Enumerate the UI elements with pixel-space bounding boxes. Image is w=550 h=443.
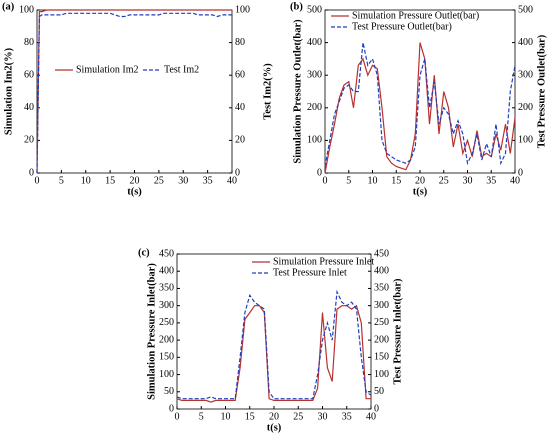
x-tick-label: 40 [510, 175, 520, 186]
x-tick-label: 0 [175, 411, 180, 422]
x-tick-label: 35 [203, 175, 213, 186]
y-tick-label: 80 [24, 37, 34, 48]
y-tick-label: 500 [307, 4, 322, 15]
y2-tick-label: 40 [235, 102, 245, 113]
y2-tick-label: 500 [518, 4, 533, 15]
y-tick-label: 350 [159, 283, 174, 294]
y-tick-label: 400 [307, 37, 322, 48]
y-tick-label: 450 [159, 248, 174, 259]
x-tick-label: 25 [439, 175, 449, 186]
x-tick-label: 35 [342, 411, 352, 422]
x-tick-label: 30 [463, 175, 473, 186]
y2-tick-label: 200 [374, 334, 389, 345]
y-tick-label: 20 [24, 135, 34, 146]
y-tick-label: 400 [159, 266, 174, 277]
y2-tick-label: 400 [518, 37, 533, 48]
y2-axis-label: Test Pressure Outlet(bar) [536, 34, 547, 148]
series-line [176, 289, 372, 400]
y2-tick-label: 20 [235, 135, 245, 146]
x-tick-label: 15 [391, 175, 401, 186]
y-tick-label: 300 [159, 300, 174, 311]
plot-frame [36, 9, 233, 174]
legend-label: Test Pressure Outlet(bar) [352, 21, 452, 32]
legend-label: Simulation Pressure Inlet [273, 256, 374, 267]
y-axis-label: Simulation Pressure Outlet(bar) [292, 19, 303, 164]
x-tick-label: 10 [368, 175, 378, 186]
x-tick-label: 0 [35, 175, 40, 186]
y2-tick-label: 0 [235, 167, 240, 178]
legend-label: Test Im2 [164, 64, 199, 75]
y2-tick-label: 100 [235, 4, 250, 15]
y2-axis-label: Test Im2(%) [262, 63, 273, 120]
y2-tick-label: 450 [374, 248, 389, 259]
x-tick-label: 5 [346, 175, 351, 186]
legend-label: Test Pressure Inlet [273, 267, 347, 278]
x-tick-label: 20 [130, 175, 140, 186]
y-tick-label: 40 [24, 102, 34, 113]
x-tick-label: 35 [486, 175, 496, 186]
y-tick-label: 300 [307, 69, 322, 80]
y-tick-label: 60 [24, 69, 34, 80]
y-tick-label: 0 [29, 167, 34, 178]
y-tick-label: 100 [159, 369, 174, 380]
x-tick-label: 30 [318, 411, 328, 422]
legend-label: Simulation Im2 [76, 64, 139, 75]
y2-tick-label: 200 [518, 102, 533, 113]
y2-tick-label: 300 [518, 69, 533, 80]
y-tick-label: 200 [159, 334, 174, 345]
panel-label: (b) [290, 1, 303, 12]
x-tick-label: 25 [293, 411, 303, 422]
y-tick-label: 0 [317, 167, 322, 178]
x-tick-label: 20 [415, 175, 425, 186]
y-tick-label: 100 [307, 135, 322, 146]
y2-tick-label: 80 [235, 37, 245, 48]
series-line [176, 304, 371, 403]
x-tick-label: 0 [323, 175, 328, 186]
y2-tick-label: 400 [374, 266, 389, 277]
series-line [36, 9, 232, 174]
y-axis-label: Simulation Pressure Inlet(bar) [146, 263, 157, 400]
series-line [36, 12, 232, 174]
y2-tick-label: 100 [374, 369, 389, 380]
x-tick-label: 10 [81, 175, 91, 186]
y2-axis-label: Test Pressure Inlet(bar) [392, 278, 403, 384]
panel-label: (c) [138, 247, 150, 258]
x-axis-label: t(s) [267, 422, 282, 433]
y2-tick-label: 0 [518, 167, 523, 178]
y-tick-label: 0 [169, 403, 174, 414]
x-tick-label: 30 [178, 175, 188, 186]
y-axis-label: Simulation Im2(%) [3, 47, 14, 135]
x-axis-label: t(s) [413, 186, 428, 197]
x-tick-label: 5 [59, 175, 64, 186]
y2-tick-label: 350 [374, 283, 389, 294]
y2-tick-label: 100 [518, 135, 533, 146]
y-tick-label: 100 [19, 4, 34, 15]
y-tick-label: 250 [159, 317, 174, 328]
x-tick-label: 15 [105, 175, 115, 186]
y-tick-label: 200 [307, 102, 322, 113]
y2-tick-label: 150 [374, 352, 389, 363]
y2-tick-label: 0 [374, 403, 379, 414]
x-tick-label: 10 [221, 411, 231, 422]
x-tick-label: 40 [366, 411, 376, 422]
x-tick-label: 20 [269, 411, 279, 422]
x-tick-label: 5 [199, 411, 204, 422]
legend-label: Simulation Pressure Outlet(bar) [352, 10, 479, 21]
y2-tick-label: 50 [374, 386, 384, 397]
y-tick-label: 50 [164, 386, 174, 397]
series-line [324, 42, 516, 174]
x-axis-label: t(s) [127, 186, 142, 197]
y2-tick-label: 250 [374, 317, 389, 328]
x-tick-label: 25 [154, 175, 164, 186]
x-tick-label: 15 [245, 411, 255, 422]
plot-frame [324, 9, 516, 174]
series-line [324, 42, 516, 167]
y-tick-label: 150 [159, 352, 174, 363]
panel-label: (a) [2, 1, 15, 12]
y2-tick-label: 300 [374, 300, 389, 311]
x-tick-label: 40 [227, 175, 237, 186]
y2-tick-label: 60 [235, 69, 245, 80]
